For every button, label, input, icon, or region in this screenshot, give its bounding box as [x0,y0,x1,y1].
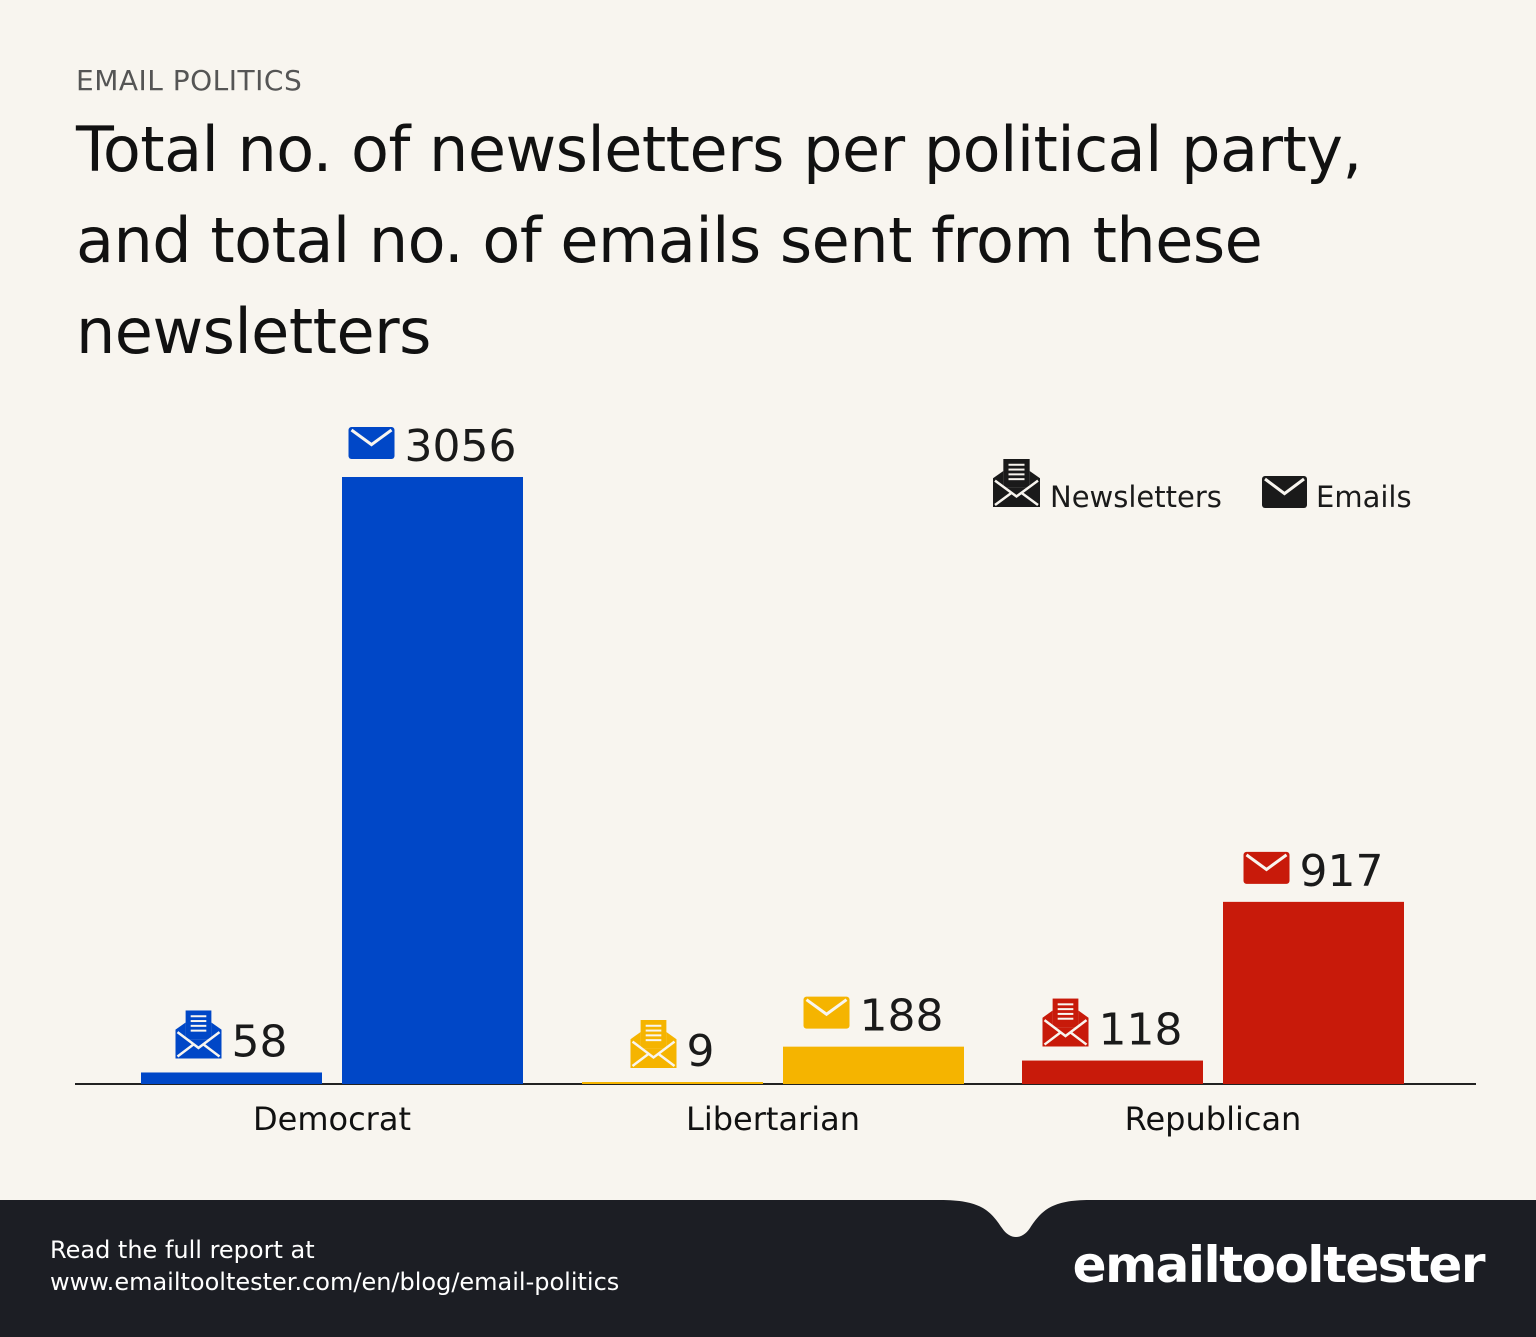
legend-envelope-icon [1262,476,1307,508]
data-label: 118 [1099,1005,1183,1056]
title-rest: per political party, and total no. of em… [76,113,1362,368]
envelope-icon [348,427,395,459]
newsletter-icon [1042,998,1089,1047]
bar-republican-emails [1223,901,1404,1084]
bar-libertarian-newsletters [582,1082,763,1084]
bar-libertarian-emails [783,1046,964,1084]
envelope-icon [1243,851,1290,884]
bar-republican-newsletters [1022,1060,1203,1084]
footer-notch [940,1190,1090,1237]
newsletter-icon [175,1010,222,1059]
footer-link[interactable]: www.emailtooltester.com/en/blog/email-po… [50,1268,620,1296]
footer-text: Read the full report at www.emailtooltes… [50,1234,619,1298]
data-label: 188 [860,991,944,1042]
data-label: 58 [232,1016,288,1067]
chart-title: Total no. of newsletters per political p… [70,104,1396,377]
title-underlined: Total no. of newsletters [70,113,784,190]
data-label: 9 [687,1026,715,1077]
category-label: Republican [1125,1100,1302,1138]
legend-newsletters: Newsletters [1050,480,1222,514]
data-label: 917 [1300,846,1384,897]
bar-democrat-newsletters [141,1072,322,1084]
category-label: Democrat [253,1100,411,1138]
legend-newsletter-icon [993,459,1040,507]
bar-democrat-emails [342,477,523,1084]
category-label: Libertarian [686,1100,860,1138]
logo: emailtooltester [1072,1236,1486,1294]
newsletter-icon [630,1020,677,1068]
data-label: 3056 [405,421,517,472]
kicker: EMAIL POLITICS [76,64,303,97]
envelope-icon [803,996,850,1029]
bar-chart: 58 3056 Democrat 9 188 Libertarian 118 917 Repub… [75,421,1476,1138]
legend-emails: Emails [1316,480,1412,514]
footer [0,1200,1536,1337]
footer-line1: Read the full report at [50,1236,315,1264]
